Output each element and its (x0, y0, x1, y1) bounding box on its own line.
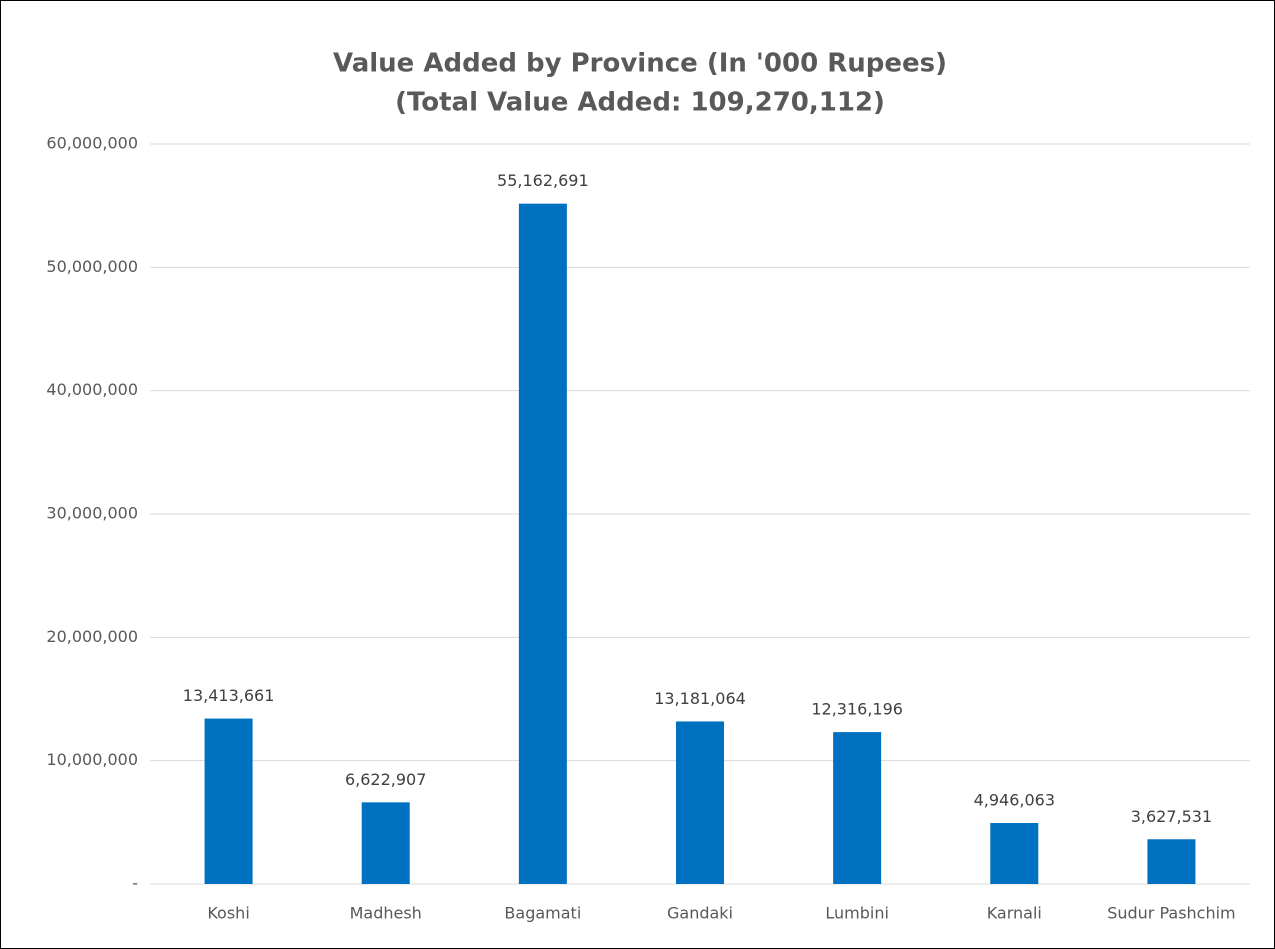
y-tick-label: 20,000,000 (46, 627, 138, 646)
x-tick-label: Bagamati (504, 904, 581, 923)
bar (1147, 839, 1196, 884)
data-label: 6,622,907 (345, 770, 426, 789)
y-tick-label: 40,000,000 (46, 380, 138, 399)
bar (518, 203, 567, 884)
bar (361, 802, 410, 884)
y-tick-label: 50,000,000 (46, 257, 138, 276)
x-tick-label: Sudur Pashchim (1107, 904, 1235, 923)
data-label: 13,181,064 (654, 689, 746, 708)
y-tick-label: 30,000,000 (46, 504, 138, 523)
data-label: 3,627,531 (1131, 807, 1212, 826)
x-tick-label: Koshi (207, 904, 249, 923)
x-tick-label: Karnali (987, 904, 1042, 923)
bar (833, 732, 882, 884)
x-tick-label: Madhesh (350, 904, 422, 923)
y-tick-label: 10,000,000 (46, 750, 138, 769)
y-tick-label: - (132, 874, 138, 893)
data-label: 55,162,691 (497, 171, 589, 190)
bar (990, 822, 1039, 884)
data-label: 13,413,661 (183, 686, 275, 705)
bar (676, 721, 724, 884)
data-label: 12,316,196 (811, 700, 903, 719)
chart-title: Value Added by Province (In '000 Rupees) (333, 49, 947, 79)
x-tick-label: Lumbini (825, 904, 889, 923)
data-label: 4,946,063 (974, 790, 1055, 809)
bar (204, 718, 253, 884)
y-tick-label: 60,000,000 (46, 134, 138, 153)
x-tick-label: Gandaki (667, 904, 733, 923)
chart-subtitle: (Total Value Added: 109,270,112) (395, 88, 885, 118)
